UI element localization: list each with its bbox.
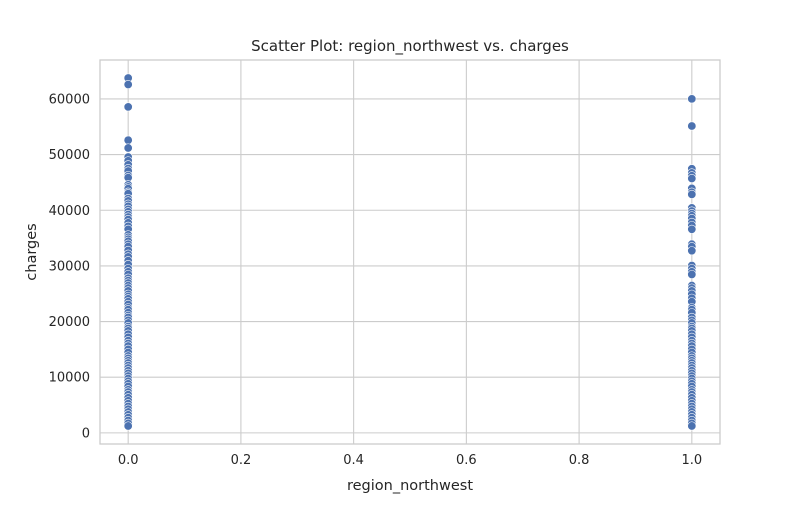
scatter-point: [687, 224, 697, 234]
y-tick-label: 0: [82, 426, 90, 441]
scatter-point: [123, 143, 133, 153]
scatter-point: [687, 269, 697, 279]
grid-layer: [100, 60, 720, 444]
y-tick-label: 50000: [49, 148, 90, 163]
y-tick-label: 20000: [49, 315, 90, 330]
y-axis-label: charges: [24, 223, 40, 280]
points-layer: [123, 73, 697, 431]
scatter-point: [687, 189, 697, 199]
x-axis-label: region_northwest: [347, 478, 473, 494]
y-tick-label: 10000: [49, 371, 90, 386]
x-tick-label: 1.0: [681, 453, 702, 468]
scatter-point: [123, 135, 133, 145]
x-tick-label: 0.0: [118, 453, 139, 468]
x-tick-labels: 0.0 0.2 0.4 0.6 0.8 1.0: [118, 453, 702, 468]
scatter-point: [687, 121, 697, 131]
y-tick-label: 40000: [49, 204, 90, 219]
scatter-point: [687, 421, 697, 431]
scatter-point: [123, 421, 133, 431]
x-tick-label: 0.6: [456, 453, 477, 468]
y-tick-labels: 0 10000 20000 30000 40000 50000 60000: [49, 92, 90, 441]
scatter-point: [687, 94, 697, 104]
y-tick-label: 30000: [49, 259, 90, 274]
x-tick-label: 0.2: [231, 453, 252, 468]
x-tick-label: 0.4: [343, 453, 364, 468]
plot-frame: [99, 59, 721, 445]
scatter-point: [123, 80, 133, 90]
scatter-point: [687, 173, 697, 183]
x-tick-label: 0.8: [569, 453, 590, 468]
scatter-point: [123, 102, 133, 112]
y-tick-label: 60000: [49, 92, 90, 107]
chart-title: Scatter Plot: region_northwest vs. charg…: [251, 37, 569, 56]
scatter-point: [687, 246, 697, 256]
